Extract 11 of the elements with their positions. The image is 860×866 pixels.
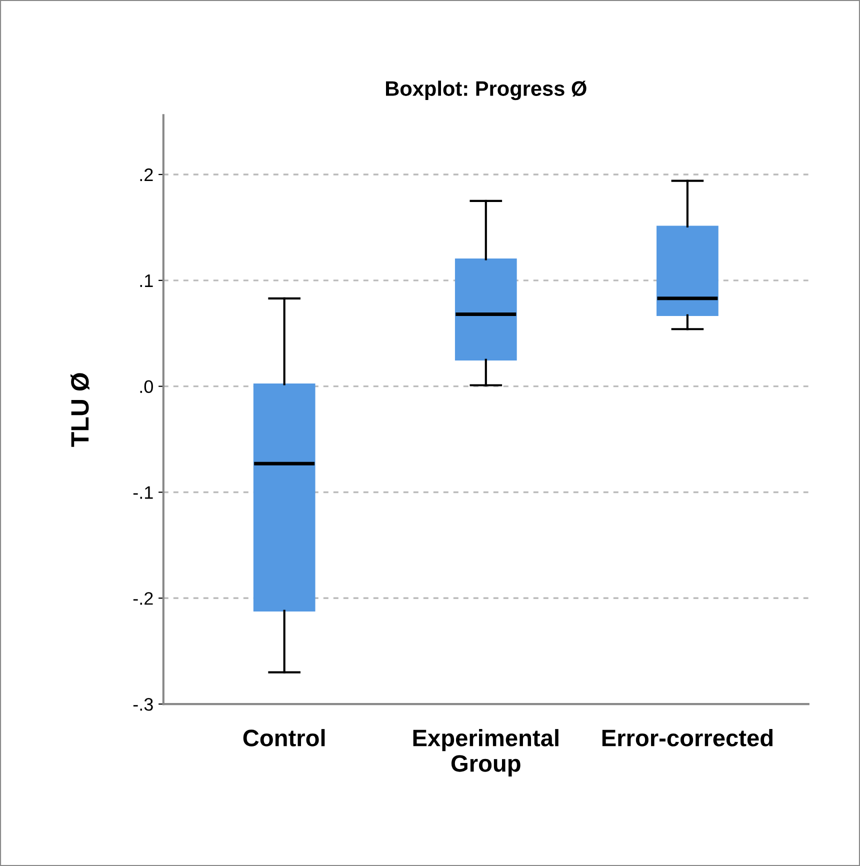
y-tick-label: .1 <box>140 274 153 287</box>
x-tick-label: Error-corrected <box>602 729 773 746</box>
y-tick-label: -.1 <box>133 486 153 499</box>
y-tick-label: -.3 <box>133 698 153 711</box>
x-tick-label: Experimental Group <box>413 729 558 776</box>
y-tick-label: .2 <box>140 168 153 182</box>
chart-title: Boxplot: Progress Ø <box>386 80 586 100</box>
y-tick-label: -.2 <box>133 592 153 605</box>
y-axis-title: TLU Ø <box>70 373 90 447</box>
x-tick-label: Control <box>243 729 325 746</box>
y-tick-label: .0 <box>140 380 153 394</box>
